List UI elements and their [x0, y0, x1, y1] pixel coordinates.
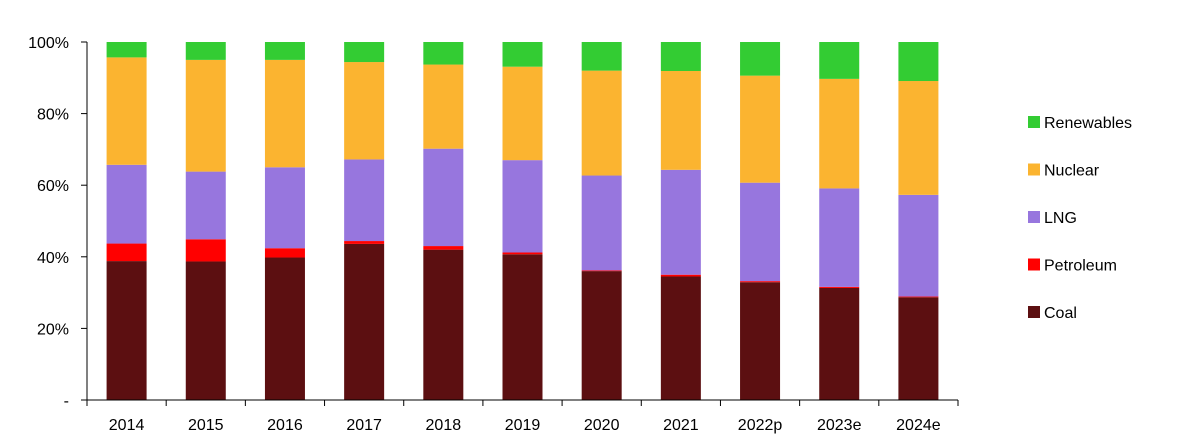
- bar-coal-2022p: [740, 282, 781, 400]
- bar-petroleum-2018: [423, 246, 464, 250]
- bar-lng-2022p: [740, 182, 781, 282]
- bar-renewables-2021: [660, 42, 701, 71]
- y-tick-label: 40%: [37, 250, 69, 267]
- x-tick-label: 2018: [426, 417, 462, 434]
- bar-coal-2014: [106, 261, 147, 400]
- x-tick-label: 2023e: [817, 417, 862, 434]
- bar-nuclear-2018: [423, 64, 464, 149]
- legend-label-petroleum: Petroleum: [1044, 258, 1117, 275]
- legend-swatch-nuclear: [1028, 163, 1040, 176]
- legend-label-lng: LNG: [1044, 210, 1077, 227]
- bar-renewables-2020: [581, 42, 622, 71]
- bar-renewables-2024e: [898, 42, 939, 82]
- bars-group: [106, 42, 939, 400]
- legend-swatch-renewables: [1028, 116, 1040, 128]
- bar-lng-2023e: [819, 188, 860, 287]
- x-tick-label: 2024e: [896, 417, 941, 434]
- bar-renewables-2017: [344, 42, 385, 63]
- bar-nuclear-2021: [660, 71, 701, 170]
- bar-renewables-2014: [106, 42, 147, 58]
- x-tick-label: 2017: [346, 417, 382, 434]
- bar-petroleum-2019: [502, 252, 543, 255]
- bar-lng-2017: [344, 159, 385, 242]
- x-tick-label: 2021: [663, 417, 699, 434]
- y-tick-label: 100%: [28, 35, 69, 52]
- bar-lng-2018: [423, 148, 464, 247]
- bar-lng-2024e: [898, 194, 939, 297]
- legend: Renewables Nuclear LNG Petroleum Coal: [1028, 115, 1132, 322]
- x-tick-label: 2020: [584, 417, 620, 434]
- y-tick-label: 80%: [37, 107, 69, 124]
- bar-petroleum-2022p: [740, 281, 781, 283]
- bar-petroleum-2024e: [898, 296, 939, 298]
- legend-label-renewables: Renewables: [1044, 115, 1132, 132]
- bar-coal-2019: [502, 254, 543, 400]
- bar-renewables-2023e: [819, 42, 860, 79]
- axes-group: 2014 2015 2016 2017 2018 2019 2020 2021 2022p 202…: [28, 35, 959, 434]
- bar-petroleum-2014: [106, 243, 147, 262]
- bar-coal-2018: [423, 249, 464, 400]
- bar-renewables-2016: [264, 42, 305, 60]
- y-tick-label: -: [64, 393, 69, 410]
- bar-nuclear-2017: [344, 62, 385, 160]
- x-tick-label: 2019: [505, 417, 541, 434]
- bar-lng-2015: [185, 171, 226, 240]
- bar-lng-2014: [106, 164, 147, 244]
- bar-petroleum-2023e: [819, 286, 860, 288]
- x-tick-label: 2015: [188, 417, 224, 434]
- y-tick-label: 60%: [37, 178, 69, 195]
- bar-nuclear-2014: [106, 57, 147, 165]
- bar-coal-2015: [185, 261, 226, 400]
- bar-coal-2024e: [898, 297, 939, 400]
- bar-lng-2016: [264, 167, 305, 249]
- bar-nuclear-2016: [264, 59, 305, 168]
- legend-swatch-lng: [1028, 211, 1040, 223]
- bar-nuclear-2015: [185, 59, 226, 172]
- bar-renewables-2019: [502, 42, 543, 67]
- x-tick-label: 2014: [109, 417, 145, 434]
- bar-nuclear-2023e: [819, 78, 860, 189]
- bar-nuclear-2020: [581, 70, 622, 176]
- bar-petroleum-2020: [581, 270, 622, 272]
- bar-coal-2016: [264, 257, 305, 400]
- y-tick-label: 20%: [37, 321, 69, 338]
- bar-petroleum-2016: [264, 248, 305, 258]
- bar-petroleum-2017: [344, 241, 385, 244]
- x-tick-label: 2016: [267, 417, 303, 434]
- bar-renewables-2015: [185, 42, 226, 60]
- legend-swatch-petroleum: [1028, 258, 1040, 271]
- bar-nuclear-2019: [502, 66, 543, 161]
- legend-label-nuclear: Nuclear: [1044, 163, 1100, 180]
- bar-coal-2020: [581, 271, 622, 400]
- bar-nuclear-2022p: [740, 75, 781, 183]
- x-tick-label: 2022p: [738, 417, 783, 434]
- legend-swatch-coal: [1028, 306, 1040, 318]
- bar-nuclear-2024e: [898, 81, 939, 195]
- bar-coal-2021: [660, 276, 701, 400]
- bar-renewables-2018: [423, 42, 464, 65]
- bar-petroleum-2021: [660, 274, 701, 277]
- bar-lng-2020: [581, 175, 622, 271]
- legend-label-coal: Coal: [1044, 305, 1077, 322]
- bar-renewables-2022p: [740, 42, 781, 76]
- bar-lng-2021: [660, 169, 701, 275]
- bar-coal-2023e: [819, 287, 860, 400]
- bar-petroleum-2015: [185, 239, 226, 262]
- bar-coal-2017: [344, 243, 385, 400]
- bar-lng-2019: [502, 160, 543, 253]
